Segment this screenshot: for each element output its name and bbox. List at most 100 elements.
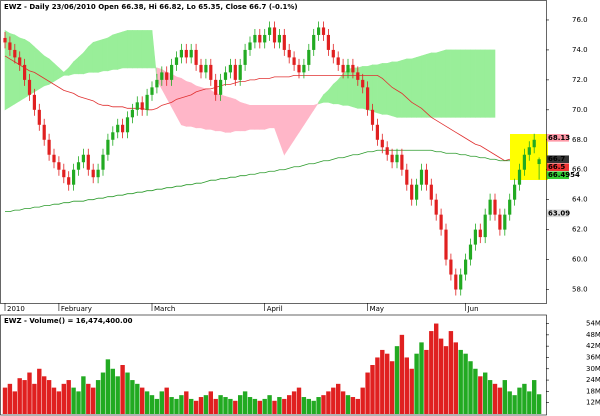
candle-body [395,154,399,163]
candle-body [209,64,213,80]
cloud-segment [107,34,114,72]
cloud-segment [269,105,275,129]
price-tag-label: 68.13 [548,134,570,142]
volume-bar [95,380,101,414]
cloud-segment [479,49,486,118]
candle-body [194,49,198,65]
cloud-segment [259,105,266,130]
x-tick-label: 2010 [7,305,25,313]
volume-y-tick-label: 54M [586,320,600,328]
cloud-segment [190,82,197,129]
candle-body [532,139,536,148]
candle-body [346,64,350,73]
price-tag [547,163,569,172]
volume-bar [316,397,321,414]
volume-bar [311,400,316,414]
candle-body [67,177,71,185]
volume-bar [233,400,238,414]
volume-bar [149,395,155,414]
cloud-segment [288,105,295,149]
volume-bar [291,391,297,414]
cloud-segment [235,98,241,132]
candle-body [47,139,51,155]
cloud-segment [445,49,452,118]
volume-bar [272,400,277,414]
volume-bar [375,357,380,414]
candle-body [375,124,379,140]
volume-bar [71,387,76,414]
cloud-segment [254,105,261,130]
cloud-segment [377,62,383,115]
cloud-segment [215,92,221,132]
cloud-segment [475,49,481,118]
candle-body [150,87,154,95]
candle-body [96,169,100,178]
cloud-segment [38,50,45,90]
price-tag-label: 66.7 [548,155,565,163]
y-tick-label: 68.0 [572,136,588,144]
candle-body [493,199,497,215]
y-tick-label: 62.0 [572,226,588,234]
candle-body [57,162,61,170]
x-tick-label: Jun [467,305,479,313]
volume-y-tick-label: 18M [586,387,600,395]
candle-body [439,214,443,230]
cloud-segment [489,49,496,118]
candle-body [121,124,125,133]
volume-bar [179,395,184,414]
chart-title: EWZ - Daily 23/06/2010 Open 66.38, Hi 66… [4,3,298,11]
volume-bar [223,397,228,414]
volume-bar [22,380,27,414]
candle-body [165,72,169,80]
y-tick-label: 58.0 [572,286,588,294]
candle-body [145,94,149,110]
candle-body [23,64,27,80]
cloud-segment [249,105,256,130]
candle-body [321,27,326,35]
volume-panel-frame [0,314,547,416]
volume-y-tick-label: 42M [586,342,600,350]
volume-bar [404,357,409,414]
volume-bar [154,398,160,414]
candle-body [243,49,247,65]
volume-bar [345,395,351,414]
candle-body [204,64,208,73]
candle-body [341,64,345,73]
candle-body [351,64,355,73]
candle-body [214,79,218,95]
cloud-segment [210,89,216,132]
candle-body [277,34,281,43]
cloud-segment [264,105,270,130]
volume-bar [193,400,199,414]
volume-title: EWZ - Volume() = 16,474,400.00 [4,317,133,325]
y-tick-label: 76.0 [572,16,588,24]
candle-body [483,214,487,238]
candle-body [385,147,389,155]
volume-bar [164,387,169,414]
x-tick-label: April [267,305,283,313]
candle-body [106,139,110,155]
volume-bar [46,380,52,414]
volume-bar [32,383,37,414]
volume-bar [169,397,174,414]
volume-bar [189,398,194,414]
price-tag [547,171,569,180]
moving-average-line [5,149,540,213]
volume-bar [527,391,532,414]
y-tick-label: 72.0 [572,76,588,84]
candle-body [125,117,130,133]
candle-body [3,37,7,43]
volume-bar [7,383,13,414]
cloud-segment [430,52,437,118]
volume-bar [532,380,537,414]
candle-body [238,64,242,80]
candle-body [498,214,502,230]
candle-body [356,72,360,80]
cloud-segment [127,30,133,69]
cloud-segment [220,94,226,133]
candle-body [424,169,428,185]
candle-body [434,199,438,215]
candle-body [390,154,394,163]
y-tick-label: 66.0 [572,166,588,174]
candle-body [160,72,164,80]
